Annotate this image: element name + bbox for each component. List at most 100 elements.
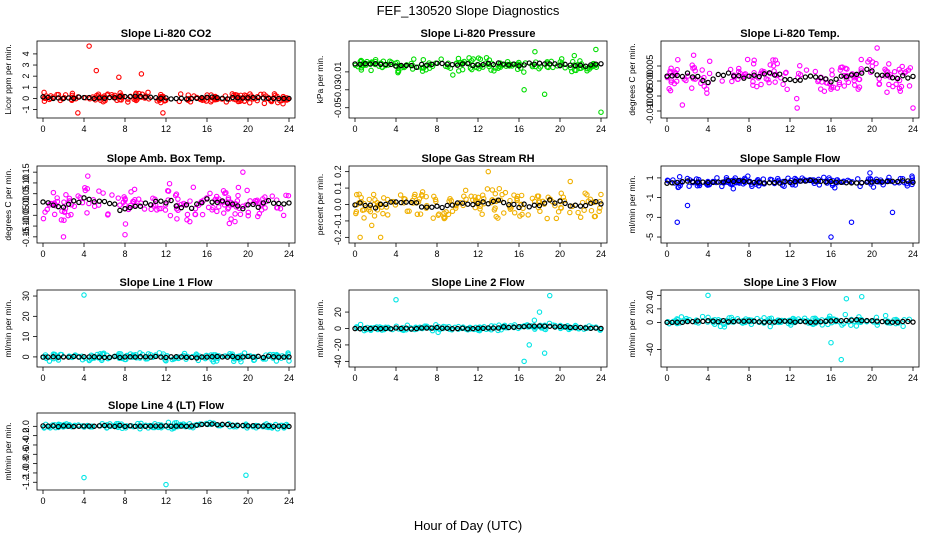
mean-point (199, 421, 205, 428)
mean-point (715, 179, 721, 185)
sample-point (50, 351, 57, 357)
sample-point (216, 204, 222, 210)
sample-point (50, 189, 57, 196)
mean-point (265, 95, 272, 102)
y-tick-label: -1.0 (21, 465, 31, 481)
sample-point (370, 60, 377, 67)
sample-point (445, 211, 452, 218)
sample-point (772, 79, 778, 85)
mean-point (730, 73, 737, 79)
sample-point (395, 68, 401, 74)
mean-point (183, 96, 190, 102)
chart-panel-3: Slope Li-820 Temp. degrees C per min. -0.0… (627, 28, 920, 134)
sample-point (553, 215, 560, 222)
mean-point (235, 95, 241, 101)
sample-point (414, 211, 421, 218)
mean-point (495, 60, 502, 66)
sample-point (192, 211, 199, 218)
sample-point (449, 208, 456, 215)
x-tick-label: 20 (555, 249, 565, 259)
mean-point (516, 324, 522, 330)
sample-point (489, 187, 496, 193)
sample-point (507, 206, 514, 212)
sample-point (201, 354, 207, 360)
sample-point (793, 95, 800, 102)
mean-point (112, 353, 118, 360)
sample-point (721, 324, 728, 330)
mean-point (833, 76, 839, 82)
mean-point (853, 71, 860, 78)
mean-point (403, 325, 409, 331)
mean-point (807, 73, 814, 79)
mean-point (112, 95, 118, 101)
sample-point (285, 192, 292, 199)
x-tick-label: 12 (473, 249, 483, 259)
mean-point (506, 202, 512, 208)
y-axis-label: Licor ppm per min. (3, 44, 13, 114)
sample-point (223, 99, 230, 105)
sample-point (380, 195, 387, 201)
chart-panel-7: Slope Line 1 Flow ml/min per min. 0 10 20 30 0… (3, 277, 296, 383)
sample-point (900, 323, 906, 330)
outlier-point (485, 168, 491, 175)
x-tick-label: 4 (705, 373, 710, 383)
mean-point (465, 60, 471, 67)
mean-point (127, 204, 133, 211)
mean-point (562, 324, 568, 330)
sample-point (220, 210, 227, 216)
mean-point (173, 423, 179, 429)
mean-point (178, 354, 185, 360)
x-tick-label: 24 (596, 124, 606, 134)
sample-point (245, 212, 251, 219)
sample-point (55, 357, 62, 363)
sample-point (750, 82, 756, 88)
sample-point (514, 193, 521, 200)
sample-point (169, 356, 176, 363)
mean-point (163, 200, 169, 206)
mean-point (500, 199, 507, 206)
mean-point (367, 325, 374, 332)
mean-point (736, 73, 742, 79)
mean-point (65, 354, 72, 360)
mean-point (424, 325, 430, 331)
mean-point (684, 178, 691, 184)
mean-point (802, 319, 809, 325)
sample-point (237, 211, 244, 218)
outlier-point (138, 71, 145, 77)
sample-point (570, 58, 576, 65)
mean-point (715, 71, 721, 78)
mean-point (214, 94, 220, 101)
mean-point (413, 64, 420, 71)
panel-title: Slope Sample Flow (740, 153, 841, 165)
sample-point (199, 97, 206, 103)
sample-point (105, 211, 111, 217)
sample-point (187, 198, 193, 204)
sample-point (475, 55, 482, 61)
sample-point (187, 218, 193, 225)
mean-point (250, 94, 256, 101)
mean-point (65, 201, 72, 207)
sample-point (744, 56, 751, 63)
mean-point (398, 325, 404, 332)
sample-point (209, 207, 215, 213)
sample-point (758, 81, 764, 88)
sample-point (450, 72, 456, 78)
mean-point (495, 197, 502, 203)
x-tick-label: 12 (161, 373, 171, 383)
plot-frame (660, 40, 920, 119)
mean-point (352, 202, 358, 208)
sample-point (384, 212, 391, 218)
x-tick-label: 8 (746, 373, 751, 383)
sample-point (766, 79, 772, 86)
sample-point (129, 354, 135, 360)
mean-point (495, 325, 502, 331)
mean-point (127, 93, 133, 100)
y-axis-label: ml/min per min. (627, 299, 637, 357)
sample-point (736, 180, 743, 186)
mean-point (689, 179, 696, 185)
x-tick-label: 8 (434, 249, 439, 259)
mean-point (86, 423, 92, 429)
mean-point (153, 423, 159, 429)
y-tick-label: -1 (645, 194, 655, 202)
mean-point (715, 319, 721, 325)
